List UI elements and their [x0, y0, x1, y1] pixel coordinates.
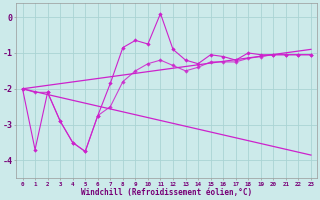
X-axis label: Windchill (Refroidissement éolien,°C): Windchill (Refroidissement éolien,°C): [81, 188, 252, 197]
